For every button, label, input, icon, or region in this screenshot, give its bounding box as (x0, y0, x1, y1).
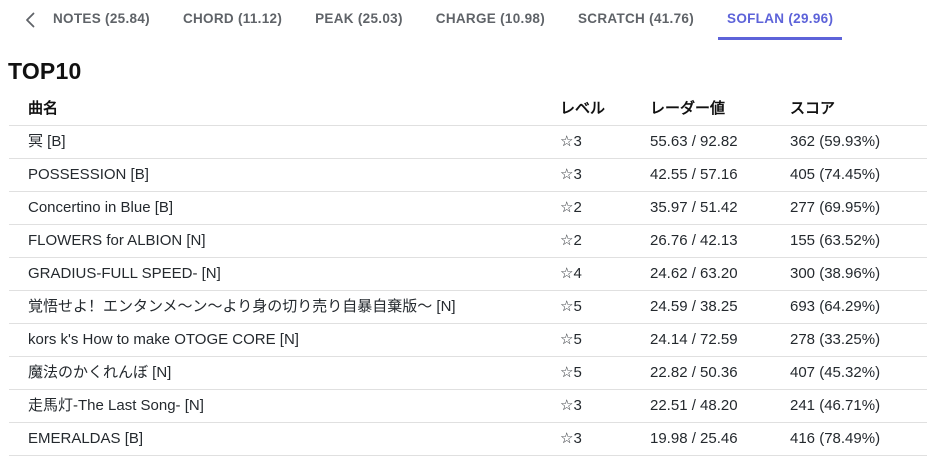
song-title: 覚悟せよ！エンタンメ〜ン〜より身の切り売り自暴自棄版〜 [N] (9, 290, 541, 325)
song-level: ☆3 (541, 125, 631, 160)
table-row[interactable]: EMERALDAS [B] ☆3 19.98 / 25.46 416 (78.4… (9, 422, 927, 457)
tab-chord[interactable]: CHORD (11.12) (174, 0, 291, 40)
table-row[interactable]: kors k's How to make OTOGE CORE [N] ☆5 2… (9, 323, 927, 358)
page-title: TOP10 (8, 58, 82, 84)
song-title: kors k's How to make OTOGE CORE [N] (9, 323, 541, 358)
score: 241 (46.71%) (771, 389, 927, 424)
song-title: GRADIUS-FULL SPEED- [N] (9, 257, 541, 292)
song-level: ☆2 (541, 191, 631, 226)
radar-value: 35.97 / 51.42 (631, 191, 771, 226)
radar-value: 24.59 / 38.25 (631, 290, 771, 325)
tab-charge[interactable]: CHARGE (10.98) (427, 0, 554, 40)
radar-value: 24.14 / 72.59 (631, 323, 771, 358)
song-level: ☆5 (541, 323, 631, 358)
table-body: 冥 [B] ☆3 55.63 / 92.82 362 (59.93%) POSS… (9, 125, 927, 457)
song-title: 魔法のかくれんぼ [N] (9, 356, 541, 391)
song-level: ☆5 (541, 290, 631, 325)
chevron-left-icon (25, 12, 35, 28)
table-header-row: 曲名 レベル レーダー値 スコア (9, 93, 927, 127)
tab-scratch[interactable]: SCRATCH (41.76) (569, 0, 703, 40)
table-row[interactable]: FLOWERS for ALBION [N] ☆2 26.76 / 42.13 … (9, 224, 927, 259)
score: 300 (38.96%) (771, 257, 927, 292)
score: 277 (69.95%) (771, 191, 927, 226)
score: 693 (64.29%) (771, 290, 927, 325)
radar-value: 22.82 / 50.36 (631, 356, 771, 391)
table-row[interactable]: 魔法のかくれんぼ [N] ☆5 22.82 / 50.36 407 (45.32… (9, 356, 927, 391)
song-title: FLOWERS for ALBION [N] (9, 224, 541, 259)
column-header-radar: レーダー値 (631, 93, 771, 127)
column-header-song: 曲名 (9, 93, 541, 127)
song-level: ☆3 (541, 389, 631, 424)
top10-table: 曲名 レベル レーダー値 スコア 冥 [B] ☆3 55.63 / 92.82 … (9, 93, 927, 457)
score: 405 (74.45%) (771, 158, 927, 193)
table-row[interactable]: 覚悟せよ！エンタンメ〜ン〜より身の切り売り自暴自棄版〜 [N] ☆5 24.59… (9, 290, 927, 325)
song-title: EMERALDAS [B] (9, 422, 541, 457)
table-row[interactable]: 冥 [B] ☆3 55.63 / 92.82 362 (59.93%) (9, 125, 927, 160)
song-level: ☆3 (541, 158, 631, 193)
tab-notes[interactable]: NOTES (25.84) (44, 0, 159, 40)
table-row[interactable]: POSSESSION [B] ☆3 42.55 / 57.16 405 (74.… (9, 158, 927, 193)
song-level: ☆2 (541, 224, 631, 259)
radar-value: 55.63 / 92.82 (631, 125, 771, 160)
tabs-scroll-left-button[interactable] (16, 0, 44, 40)
song-level: ☆4 (541, 257, 631, 292)
song-title: 冥 [B] (9, 125, 541, 160)
score: 416 (78.49%) (771, 422, 927, 457)
radar-tab-bar: NOTES (25.84) CHORD (11.12) PEAK (25.03) CH… (0, 0, 934, 40)
song-title: POSSESSION [B] (9, 158, 541, 193)
score: 407 (45.32%) (771, 356, 927, 391)
radar-value: 19.98 / 25.46 (631, 422, 771, 457)
radar-value: 26.76 / 42.13 (631, 224, 771, 259)
column-header-level: レベル (541, 93, 631, 127)
score: 362 (59.93%) (771, 125, 927, 160)
score: 278 (33.25%) (771, 323, 927, 358)
table-row[interactable]: GRADIUS-FULL SPEED- [N] ☆4 24.62 / 63.20… (9, 257, 927, 292)
song-title: 走馬灯-The Last Song- [N] (9, 389, 541, 424)
radar-value: 24.62 / 63.20 (631, 257, 771, 292)
table-row[interactable]: Concertino in Blue [B] ☆2 35.97 / 51.42 … (9, 191, 927, 226)
song-level: ☆5 (541, 356, 631, 391)
tab-soflan[interactable]: SOFLAN (29.96) (718, 0, 843, 40)
table-row[interactable]: 走馬灯-The Last Song- [N] ☆3 22.51 / 48.20 … (9, 389, 927, 424)
tab-peak[interactable]: PEAK (25.03) (306, 0, 412, 40)
column-header-score: スコア (771, 93, 927, 127)
song-title: Concertino in Blue [B] (9, 191, 541, 226)
score: 155 (63.52%) (771, 224, 927, 259)
tab-list: NOTES (25.84) CHORD (11.12) PEAK (25.03) CH… (44, 0, 857, 40)
radar-value: 22.51 / 48.20 (631, 389, 771, 424)
song-level: ☆3 (541, 422, 631, 457)
radar-value: 42.55 / 57.16 (631, 158, 771, 193)
